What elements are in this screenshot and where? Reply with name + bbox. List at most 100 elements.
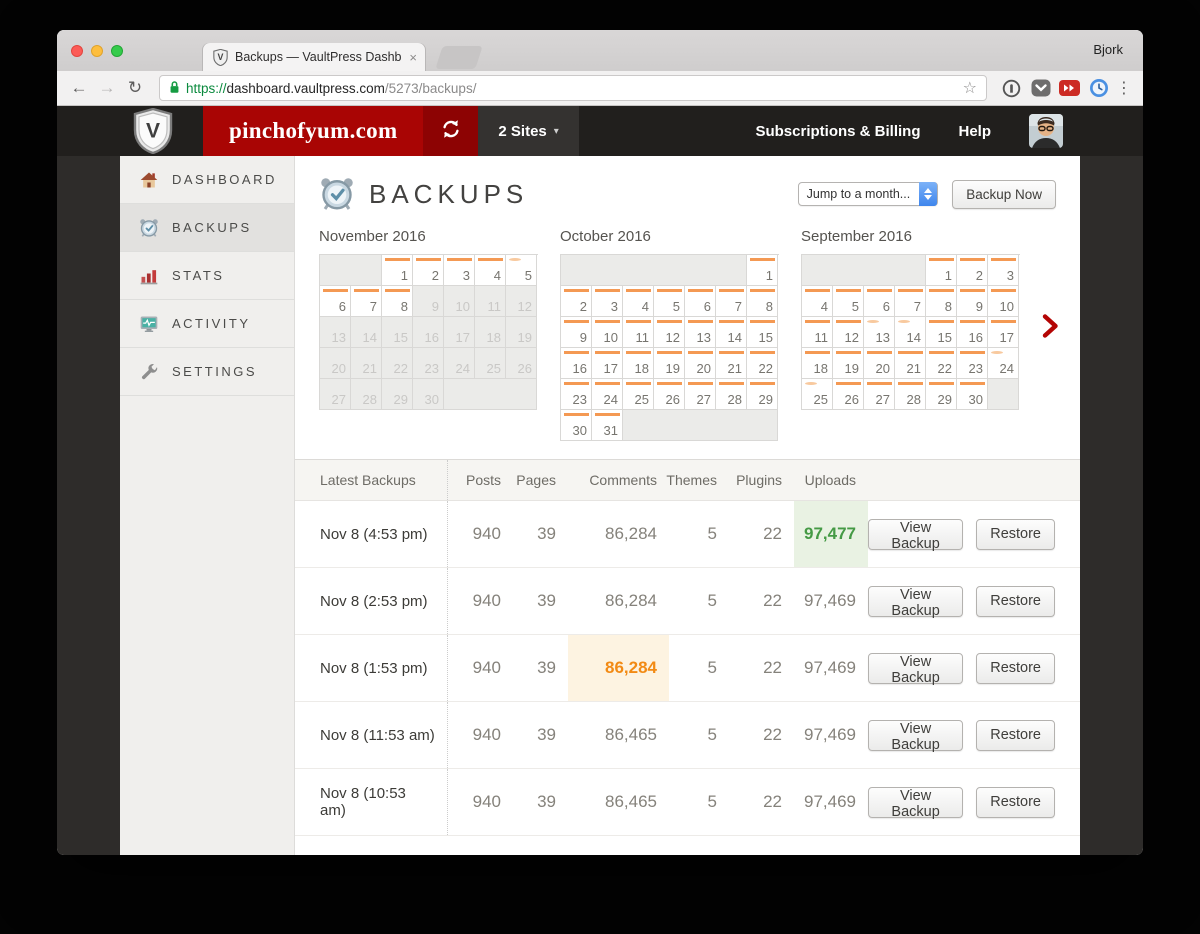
calendar-day[interactable]: 12: [654, 317, 685, 348]
next-month-chevron-icon[interactable]: [1042, 314, 1060, 338]
calendar-day[interactable]: 17: [592, 348, 623, 379]
calendar-day[interactable]: 3: [988, 255, 1019, 286]
url-bar[interactable]: https://dashboard.vaultpress.com/5273/ba…: [159, 75, 987, 101]
calendar-day[interactable]: 31: [592, 410, 623, 441]
calendar-day[interactable]: 28: [716, 379, 747, 410]
calendar-day[interactable]: 1: [382, 255, 413, 286]
calendar-day[interactable]: 5: [506, 255, 537, 286]
calendar-day[interactable]: 8: [747, 286, 778, 317]
calendar-day[interactable]: 4: [623, 286, 654, 317]
calendar-day[interactable]: 5: [654, 286, 685, 317]
restore-button[interactable]: Restore: [976, 786, 1055, 818]
calendar-day[interactable]: 13: [685, 317, 716, 348]
sidebar-item-activity[interactable]: ACTIVITY: [120, 300, 294, 348]
calendar-day[interactable]: 26: [654, 379, 685, 410]
calendar-day[interactable]: 24: [592, 379, 623, 410]
nav-subscriptions-billing[interactable]: Subscriptions & Billing: [755, 122, 921, 140]
calendar-day[interactable]: 30: [957, 379, 988, 410]
calendar-day[interactable]: 7: [716, 286, 747, 317]
calendar-day[interactable]: 9: [561, 317, 592, 348]
sidebar-item-stats[interactable]: STATS: [120, 252, 294, 300]
calendar-day[interactable]: 19: [654, 348, 685, 379]
calendar-day[interactable]: 28: [895, 379, 926, 410]
calendar-day[interactable]: 14: [895, 317, 926, 348]
sidebar-item-dashboard[interactable]: DASHBOARD: [120, 156, 294, 204]
password-extension-icon[interactable]: [999, 78, 1024, 99]
reload-icon[interactable]: ↻: [127, 78, 143, 97]
calendar-day[interactable]: 3: [592, 286, 623, 317]
calendar-day[interactable]: 3: [444, 255, 475, 286]
calendar-day[interactable]: 8: [382, 286, 413, 317]
browser-tab[interactable]: V Backups — VaultPress Dashbo ×: [203, 43, 425, 71]
close-window-button[interactable]: [71, 45, 83, 57]
calendar-day[interactable]: 6: [864, 286, 895, 317]
calendar-day[interactable]: 23: [561, 379, 592, 410]
browser-profile-name[interactable]: Bjork: [1093, 42, 1123, 57]
calendar-day[interactable]: 15: [747, 317, 778, 348]
view-backup-button[interactable]: View Backup: [868, 585, 964, 619]
calendar-day[interactable]: 29: [926, 379, 957, 410]
calendar-day[interactable]: 17: [988, 317, 1019, 348]
calendar-day[interactable]: 4: [802, 286, 833, 317]
backup-now-button[interactable]: Backup Now: [952, 179, 1056, 209]
pocket-extension-icon[interactable]: [1028, 78, 1053, 99]
current-site-button[interactable]: pinchofyum.com: [203, 106, 424, 156]
calendar-day[interactable]: 19: [833, 348, 864, 379]
restore-button[interactable]: Restore: [976, 652, 1055, 684]
forward-icon[interactable]: →: [98, 78, 116, 97]
calendar-day[interactable]: 2: [413, 255, 444, 286]
sidebar-item-settings[interactable]: SETTINGS: [120, 348, 294, 396]
calendar-day[interactable]: 22: [747, 348, 778, 379]
calendar-day[interactable]: 14: [716, 317, 747, 348]
calendar-day[interactable]: 6: [685, 286, 716, 317]
avatar[interactable]: [1029, 114, 1063, 148]
calendar-day[interactable]: 11: [623, 317, 654, 348]
calendar-day[interactable]: 18: [802, 348, 833, 379]
calendar-day[interactable]: 30: [561, 410, 592, 441]
calendar-day[interactable]: 13: [864, 317, 895, 348]
calendar-day[interactable]: 24: [988, 348, 1019, 379]
vaultpress-logo[interactable]: V: [131, 106, 175, 156]
tab-close-icon[interactable]: ×: [409, 49, 417, 65]
calendar-day[interactable]: 22: [926, 348, 957, 379]
sites-dropdown[interactable]: 2 Sites ▾: [478, 106, 579, 156]
calendar-day[interactable]: 16: [561, 348, 592, 379]
restore-button[interactable]: Restore: [976, 518, 1055, 550]
jump-to-month-select[interactable]: Jump to a month...: [797, 182, 939, 206]
calendar-day[interactable]: 9: [957, 286, 988, 317]
bookmark-star-icon[interactable]: ☆: [962, 80, 977, 97]
calendar-day[interactable]: 11: [802, 317, 833, 348]
calendar-day[interactable]: 6: [320, 286, 351, 317]
calendar-day[interactable]: 5: [833, 286, 864, 317]
calendar-day[interactable]: 7: [351, 286, 382, 317]
back-icon[interactable]: ←: [70, 78, 88, 97]
view-backup-button[interactable]: View Backup: [868, 518, 964, 552]
calendar-day[interactable]: 1: [926, 255, 957, 286]
restore-button[interactable]: Restore: [976, 585, 1055, 617]
calendar-day[interactable]: 27: [685, 379, 716, 410]
sidebar-item-backups[interactable]: BACKUPS: [120, 204, 294, 252]
refresh-site-button[interactable]: [423, 106, 479, 156]
calendar-day[interactable]: 23: [957, 348, 988, 379]
new-tab-button[interactable]: [435, 46, 483, 69]
calendar-day[interactable]: 2: [561, 286, 592, 317]
calendar-day[interactable]: 26: [833, 379, 864, 410]
calendar-day[interactable]: 25: [802, 379, 833, 410]
nav-help[interactable]: Help: [958, 122, 991, 140]
view-backup-button[interactable]: View Backup: [868, 719, 964, 753]
view-backup-button[interactable]: View Backup: [868, 652, 964, 686]
calendar-day[interactable]: 25: [623, 379, 654, 410]
restore-button[interactable]: Restore: [976, 719, 1055, 751]
calendar-day[interactable]: 7: [895, 286, 926, 317]
calendar-day[interactable]: 21: [716, 348, 747, 379]
zoom-window-button[interactable]: [111, 45, 123, 57]
calendar-day[interactable]: 1: [747, 255, 778, 286]
calendar-day[interactable]: 10: [988, 286, 1019, 317]
browser-menu-icon[interactable]: ⋮: [1116, 80, 1132, 97]
calendar-day[interactable]: 29: [747, 379, 778, 410]
calendar-day[interactable]: 12: [833, 317, 864, 348]
calendar-day[interactable]: 4: [475, 255, 506, 286]
calendar-day[interactable]: 18: [623, 348, 654, 379]
media-extension-icon[interactable]: [1057, 78, 1082, 99]
calendar-day[interactable]: 21: [895, 348, 926, 379]
